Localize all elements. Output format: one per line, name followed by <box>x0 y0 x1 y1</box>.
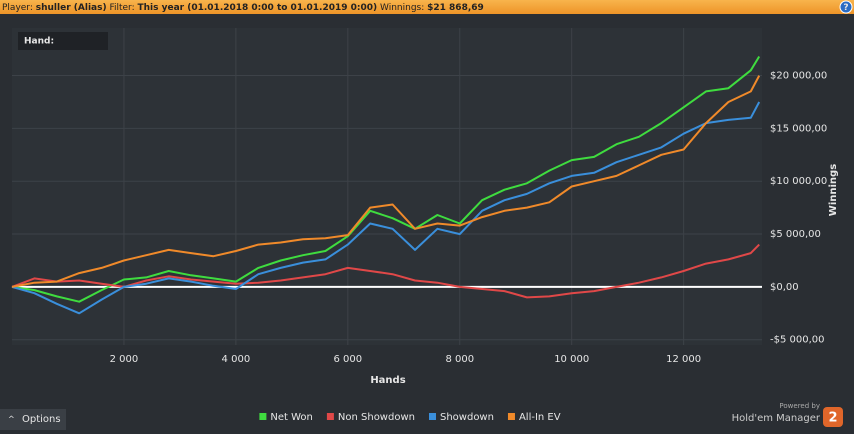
options-label: Options <box>22 414 61 425</box>
options-caret: ^ <box>8 415 15 424</box>
powered-by: Powered by <box>779 402 820 410</box>
hand-label: Hand: <box>24 37 54 47</box>
y-tick-label: -$5 000,00 <box>770 335 825 346</box>
legend-label: Net Won <box>270 412 313 423</box>
filter-label: Filter: <box>109 3 134 13</box>
series-line <box>11 75 761 288</box>
player-label: Player: <box>2 3 33 13</box>
x-axis-title: Hands <box>370 375 405 386</box>
y-tick-label: $5 000,00 <box>770 229 821 240</box>
legend-swatch <box>259 413 267 420</box>
header-bar <box>0 0 854 14</box>
hand-box <box>18 32 108 50</box>
help-icon[interactable] <box>839 0 853 14</box>
legend-label: Non Showdown <box>338 412 415 423</box>
y-tick-label: $0,00 <box>770 282 799 293</box>
brand: Hold'em Manager <box>732 413 821 424</box>
y-tick-label: $10 000,00 <box>770 176 827 187</box>
y-axis-title: Winnings <box>828 164 839 216</box>
winnings: $21 868,69 <box>427 3 484 13</box>
help-text: ? <box>843 3 848 13</box>
filter: This year (01.01.2018 0:00 to 01.01.2019… <box>138 3 378 13</box>
series-line <box>11 55 761 303</box>
x-tick-label: 6 000 <box>334 354 363 365</box>
x-tick-label: 12 000 <box>666 354 701 365</box>
options-button[interactable] <box>0 409 66 430</box>
series-line <box>11 243 760 299</box>
legend-swatch <box>428 413 436 420</box>
x-tick-label: 8 000 <box>445 354 474 365</box>
legend-label: Showdown <box>440 412 494 423</box>
plot-area <box>12 28 762 345</box>
y-tick-label: $15 000,00 <box>770 123 827 134</box>
brand-logo <box>823 407 843 427</box>
legend-swatch <box>507 413 515 420</box>
x-tick-label: 2 000 <box>110 354 139 365</box>
player: shuller (Alias) <box>36 3 107 13</box>
x-tick-label: 4 000 <box>222 354 251 365</box>
x-tick-label: 10 000 <box>554 354 589 365</box>
brand-number: 2 <box>828 411 837 426</box>
legend-label: All-In EV <box>519 412 561 423</box>
series-line <box>11 101 761 315</box>
header-text: Player: shuller (Alias) Filter: This yea… <box>2 3 484 13</box>
y-tick-label: $20 000,00 <box>770 71 827 82</box>
winnings-label: Winnings: <box>380 3 424 13</box>
legend-swatch <box>326 413 334 420</box>
